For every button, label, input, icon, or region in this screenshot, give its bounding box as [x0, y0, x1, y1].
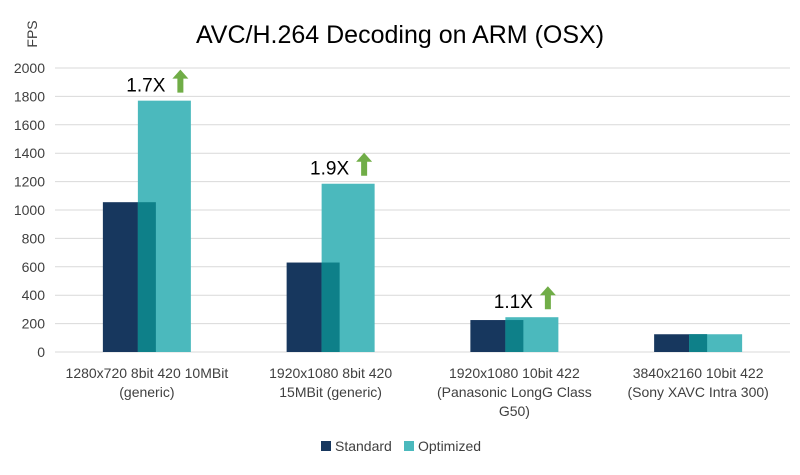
y-axis-ticks: 0 200 400 600 800 1000 1200 1400 1600 1800 2000 [14, 60, 45, 360]
bar-overlap [137, 202, 156, 352]
bar-overlap [689, 334, 708, 352]
y-tick-label: 1200 [14, 174, 45, 190]
bar-overlap [505, 320, 524, 352]
up-arrow-icon [356, 152, 373, 176]
bar-overlap [321, 262, 340, 352]
up-arrow-icon [539, 286, 556, 310]
chart-title: AVC/H.264 Decoding on ARM (OSX) [196, 21, 604, 49]
y-tick-label: 600 [22, 259, 46, 275]
x-tick-label-line: G50) [499, 403, 530, 419]
x-axis-labels: 1280x720 8bit 420 10MBit (generic) 1920x10… [66, 365, 769, 419]
legend-swatch-optimized [404, 441, 414, 451]
x-tick-label: 3840x2160 10bit 422 (Sony XAVC Intra 300) [627, 365, 768, 400]
bars [102, 100, 743, 352]
y-axis-label: FPS [24, 20, 40, 47]
y-tick-label: 1000 [14, 202, 45, 218]
y-tick-label: 400 [22, 287, 46, 303]
y-tick-label: 1400 [14, 145, 45, 161]
y-tick-label: 1800 [14, 88, 45, 104]
y-tick-label: 200 [22, 316, 46, 332]
x-tick-label: 1920x1080 10bit 422 (Panasonic LongG Clas… [437, 365, 592, 419]
legend-swatch-standard [321, 441, 331, 451]
x-tick-label-line: 1920x1080 10bit 422 [449, 365, 580, 381]
legend: Standard Optimized [321, 438, 481, 454]
x-tick-label-line: (generic) [119, 384, 174, 400]
speedup-label: 1.1X [494, 292, 533, 313]
speedup-label: 1.9X [310, 159, 349, 180]
legend-label-standard: Standard [335, 438, 392, 454]
x-tick-label-line: 1280x720 8bit 420 10MBit [66, 365, 229, 381]
y-tick-label: 800 [22, 230, 46, 246]
x-tick-label-line: 3840x2160 10bit 422 [633, 365, 764, 381]
x-tick-label-line: (Panasonic LongG Class [437, 384, 592, 400]
up-arrow-icon [172, 69, 189, 93]
x-tick-label-line: 1920x1080 8bit 420 [269, 365, 392, 381]
x-tick-label: 1920x1080 8bit 420 15MBit (generic) [269, 365, 392, 400]
x-tick-label-line: (Sony XAVC Intra 300) [627, 384, 768, 400]
y-tick-label: 1600 [14, 117, 45, 133]
y-tick-label: 2000 [14, 60, 45, 76]
y-tick-label: 0 [37, 344, 45, 360]
speedup-label: 1.7X [126, 76, 165, 97]
x-tick-label: 1280x720 8bit 420 10MBit (generic) [66, 365, 229, 400]
annotations: 1.7X 1.9X 1.1X [126, 69, 556, 313]
legend-label-optimized: Optimized [418, 438, 481, 454]
x-tick-label-line: 15MBit (generic) [279, 384, 382, 400]
